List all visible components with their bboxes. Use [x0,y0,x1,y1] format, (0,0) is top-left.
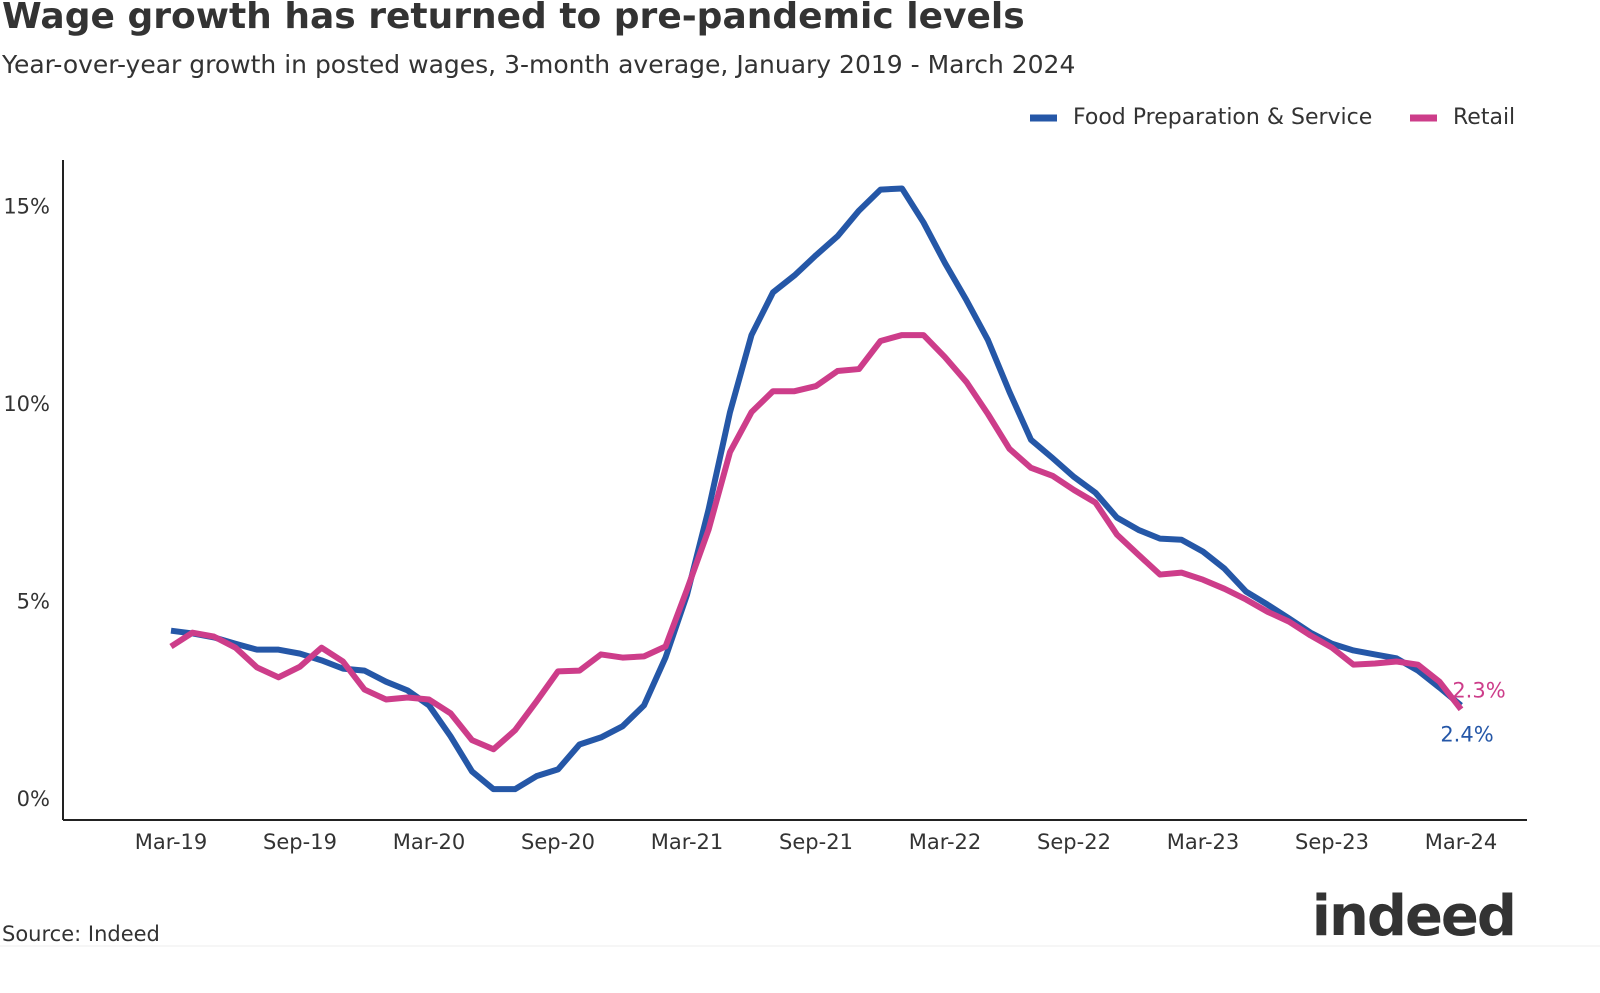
chart-subtitle: Year-over-year growth in posted wages, 3… [1,50,1075,79]
x-tick-label: Sep-19 [263,830,337,854]
x-tick-label: Mar-24 [1425,830,1498,854]
x-tick-label: Sep-20 [521,830,595,854]
value-label: 2.3% [1452,678,1505,702]
chart-title: Wage growth has returned to pre-pandemic… [2,0,1025,37]
y-tick-label: 15% [3,194,50,218]
legend-label: Food Preparation & Service [1073,105,1372,130]
x-tick-label: Sep-21 [779,830,853,854]
logo: indeed [1312,884,1515,949]
x-tick-label: Mar-23 [1167,830,1240,854]
source: Source: Indeed [2,922,160,946]
y-tick-label: 0% [17,787,50,811]
x-tick-label: Sep-23 [1295,830,1369,854]
x-tick-label: Mar-20 [393,830,466,854]
x-tick-label: Mar-22 [909,830,982,854]
series-line [170,185,1463,793]
y-tick-label: 5% [17,590,50,614]
y-tick-label: 10% [3,392,50,416]
x-tick-label: Sep-22 [1037,830,1111,854]
series-line [169,332,1464,753]
legend-label: Retail [1453,105,1515,130]
x-tick-label: Mar-21 [651,830,724,854]
value-label: 2.4% [1440,722,1493,746]
x-tick-label: Mar-19 [135,830,208,854]
